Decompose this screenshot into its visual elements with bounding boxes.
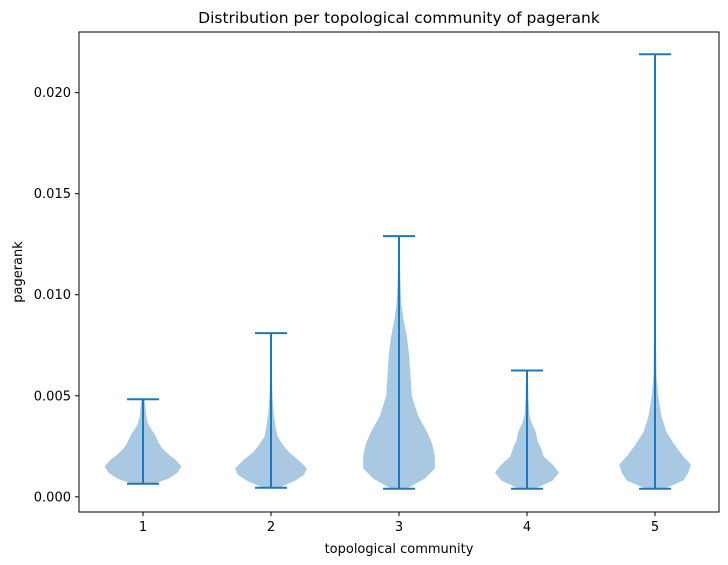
y-tick-label: 0.010 xyxy=(34,288,71,303)
y-axis-title: pagerank xyxy=(11,241,26,303)
y-tick-label: 0.005 xyxy=(34,389,71,404)
chart-title: Distribution per topological community o… xyxy=(198,9,600,27)
x-tick-label: 3 xyxy=(395,520,403,535)
y-tick-label: 0.000 xyxy=(34,490,71,505)
y-tick-label: 0.020 xyxy=(34,86,71,101)
x-tick-label: 4 xyxy=(523,520,531,535)
y-tick-label: 0.015 xyxy=(34,187,71,202)
x-tick-label: 1 xyxy=(139,520,147,535)
x-tick-label: 5 xyxy=(651,520,659,535)
y-axis: 0.000 0.005 0.010 0.015 0.020 xyxy=(34,86,79,505)
violin-lines xyxy=(127,53,671,490)
x-tick-label: 2 xyxy=(267,520,275,535)
x-axis-title: topological community xyxy=(325,542,474,557)
x-axis: 1 2 3 4 5 xyxy=(139,512,659,535)
